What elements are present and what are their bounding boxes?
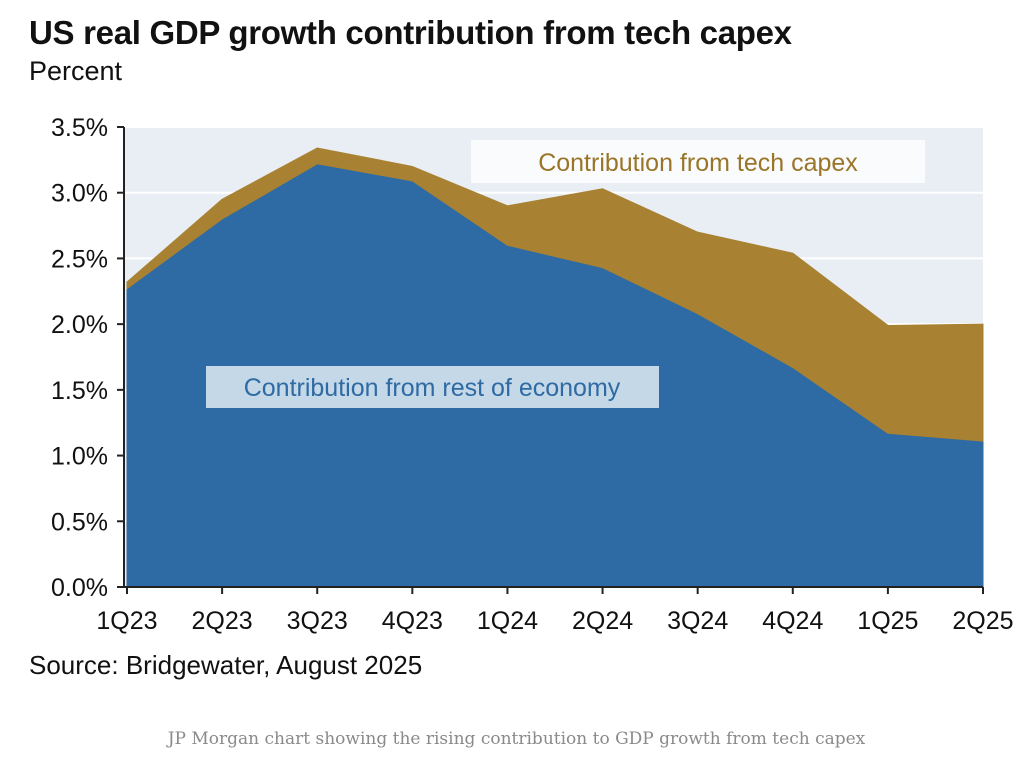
image-caption: JP Morgan chart showing the rising contr… bbox=[167, 729, 866, 749]
x-tick-label: 1Q25 bbox=[857, 607, 918, 635]
y-tick-label: 2.0% bbox=[51, 311, 108, 339]
chart-subtitle: Percent bbox=[29, 56, 123, 86]
y-tick-label: 3.0% bbox=[51, 180, 108, 208]
x-tick-label: 4Q24 bbox=[762, 607, 823, 635]
y-tick-label: 1.0% bbox=[51, 443, 108, 471]
x-tick-label: 1Q23 bbox=[96, 607, 157, 635]
area-series-tech-capex bbox=[126, 147, 984, 442]
tech-capex-label: Contribution from tech capex bbox=[538, 149, 858, 177]
rest-of-economy-label: Contribution from rest of economy bbox=[244, 374, 621, 402]
tech-capex-label-box bbox=[471, 140, 925, 183]
x-tick-label: 2Q23 bbox=[192, 607, 253, 635]
x-tick-label: 3Q23 bbox=[287, 607, 348, 635]
x-tick-labels: 1Q23 2Q23 3Q23 4Q23 1Q24 2Q24 3Q24 4Q24 1Q25 2Q25 bbox=[96, 587, 1014, 635]
series-annotations: Contribution from tech capex Contribution… bbox=[206, 140, 925, 408]
x-tick-label: 1Q24 bbox=[477, 607, 538, 635]
source-note: Source: Bridgewater, August 2025 bbox=[29, 650, 423, 680]
rest-of-economy-label-box bbox=[206, 366, 659, 408]
x-tick-label: 2Q25 bbox=[952, 607, 1013, 635]
chart-title: US real GDP growth contribution from tec… bbox=[29, 14, 792, 51]
y-tick-labels: 0.0% 0.5% 1.0% 1.5% 2.0% 2.5% 3.0% 3.5% bbox=[51, 114, 124, 602]
y-tick-label: 0.0% bbox=[51, 574, 108, 602]
y-tick-label: 0.5% bbox=[51, 508, 108, 536]
y-tick-label: 1.5% bbox=[51, 377, 108, 405]
x-tick-label: 3Q24 bbox=[667, 607, 728, 635]
axes bbox=[123, 127, 983, 588]
y-tick-label: 2.5% bbox=[51, 245, 108, 273]
x-tick-label: 2Q24 bbox=[572, 607, 633, 635]
x-tick-label: 4Q23 bbox=[382, 607, 443, 635]
y-tick-label: 3.5% bbox=[51, 114, 108, 142]
